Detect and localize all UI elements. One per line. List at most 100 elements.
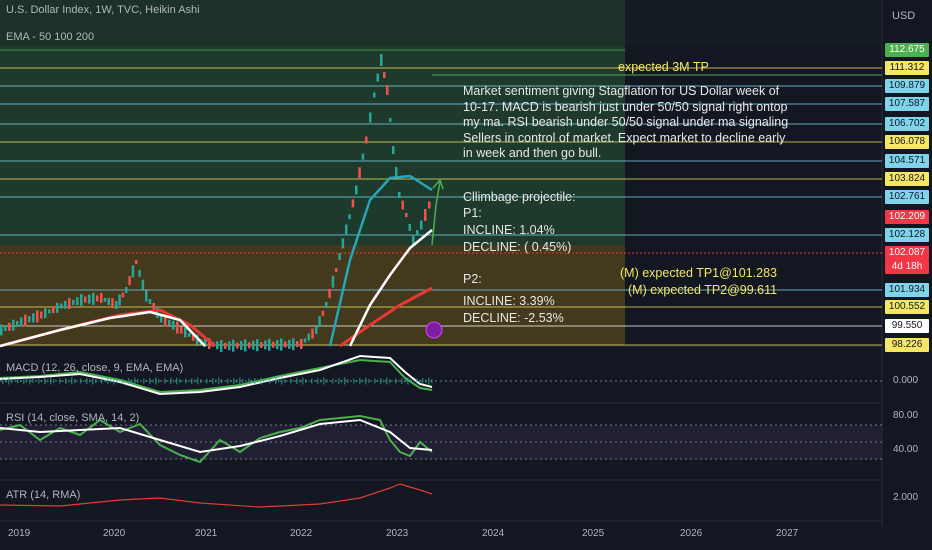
macd-histogram-bar: [68, 379, 70, 383]
macd-histogram-bar: [206, 378, 208, 384]
macd-histogram-bar: [173, 379, 175, 383]
price-tag: 109.879: [885, 79, 929, 93]
macd-histogram-bar: [320, 379, 322, 383]
indicator-tick-label: 80.00: [893, 410, 919, 421]
price-candle: [331, 275, 335, 288]
macd-histogram-bar: [305, 379, 307, 383]
price-candle: [315, 326, 318, 334]
macd-histogram-bar: [272, 380, 274, 382]
price-candle: [44, 308, 47, 319]
macd-histogram-bar: [341, 379, 343, 383]
macd-histogram-bar: [11, 379, 13, 383]
price-candle: [111, 298, 114, 309]
macd-histogram-bar: [14, 380, 16, 382]
sentiment-note: Market sentiment giving Stagflation for …: [463, 84, 789, 160]
price-candle: [365, 136, 368, 144]
event-badge: [425, 321, 443, 339]
price-tag: 99.550: [885, 319, 929, 333]
macd-histogram-bar: [86, 378, 88, 384]
price-candle: [307, 333, 310, 341]
macd-histogram-bar: [323, 377, 325, 385]
price-candle: [176, 321, 179, 334]
tp2-label: (M) expected TP2@99.611: [628, 283, 778, 297]
macd-histogram-bar: [287, 380, 289, 382]
macd-histogram-bar: [221, 379, 223, 383]
macd-histogram-bar: [413, 380, 415, 382]
macd-histogram-bar: [260, 377, 262, 385]
price-candle: [220, 340, 223, 352]
macd-histogram-bar: [98, 380, 100, 382]
macd-histogram-bar: [212, 378, 214, 384]
price-candle: [36, 310, 39, 323]
macd-histogram-bar: [209, 380, 211, 382]
price-candle: [4, 325, 7, 331]
macd-histogram-bar: [167, 380, 169, 382]
macd-histogram-bar: [293, 380, 295, 382]
p2-incline: INCLINE: 3.39%: [463, 294, 555, 308]
price-candle: [386, 85, 389, 95]
macd-histogram-bar: [398, 380, 400, 382]
macd-histogram-bar: [224, 380, 226, 382]
macd-histogram-bar: [143, 378, 145, 384]
price-candle: [188, 332, 191, 337]
price-candle: [40, 311, 43, 319]
price-tag: 100.552: [885, 300, 929, 314]
price-candle: [121, 292, 125, 298]
price-candle: [260, 342, 263, 348]
price-candle: [369, 112, 372, 123]
macd-histogram-bar: [233, 378, 235, 384]
price-candle: [156, 307, 159, 318]
price-candle: [72, 299, 75, 305]
p2-decline: DECLINE: -2.53%: [463, 311, 564, 325]
macd-histogram-bar: [59, 378, 61, 384]
macd-histogram-bar: [38, 378, 40, 384]
macd-histogram-bar: [17, 378, 19, 384]
macd-histogram-bar: [332, 378, 334, 384]
macd-histogram-bar: [404, 379, 406, 383]
price-candle: [321, 310, 325, 316]
price-tag: 106.078: [885, 135, 929, 149]
price-candle: [335, 268, 338, 272]
macd-histogram-bar: [176, 377, 178, 385]
macd-histogram-bar: [158, 379, 160, 383]
macd-histogram-bar: [71, 377, 73, 385]
price-candle: [395, 167, 398, 178]
price-tag: 104.571: [885, 154, 929, 168]
macd-histogram-bar: [107, 378, 109, 384]
price-candle: [24, 314, 27, 327]
price-candle: [115, 301, 118, 309]
price-tag: 111.312: [885, 61, 929, 75]
macd-histogram-bar: [218, 377, 220, 385]
macd-histogram-bar: [230, 380, 232, 382]
price-tag: 102.087: [885, 246, 929, 260]
macd-histogram-bar: [56, 380, 58, 382]
macd-histogram-bar: [92, 377, 94, 385]
price-candle: [64, 300, 67, 309]
price-candle: [373, 92, 376, 98]
macd-histogram-bar: [401, 378, 403, 384]
price-candle: [76, 297, 79, 306]
macd-histogram-bar: [257, 379, 259, 383]
macd-histogram-bar: [389, 379, 391, 383]
price-candle: [296, 341, 299, 348]
atr-legend: ATR (14, RMA): [6, 489, 81, 501]
macd-histogram-bar: [140, 380, 142, 382]
price-candle: [103, 297, 107, 302]
expected-3m-label: expected 3M TP: [618, 60, 709, 74]
macd-histogram-bar: [380, 378, 382, 384]
indicator-tick-label: 2.000: [893, 492, 919, 503]
price-candle: [118, 294, 121, 306]
price-candle: [232, 339, 235, 352]
price-candle: [164, 314, 167, 327]
macd-histogram-bar: [194, 379, 196, 383]
atr-line: [0, 483, 433, 508]
price-candle: [288, 339, 291, 349]
macd-histogram-bar: [170, 378, 172, 384]
macd-histogram-bar: [278, 379, 280, 383]
macd-histogram-bar: [308, 380, 310, 382]
macd-histogram-bar: [290, 378, 292, 384]
macd-histogram-bar: [392, 380, 394, 382]
macd-histogram-bar: [269, 378, 271, 384]
price-tag: 102.209: [885, 210, 929, 224]
